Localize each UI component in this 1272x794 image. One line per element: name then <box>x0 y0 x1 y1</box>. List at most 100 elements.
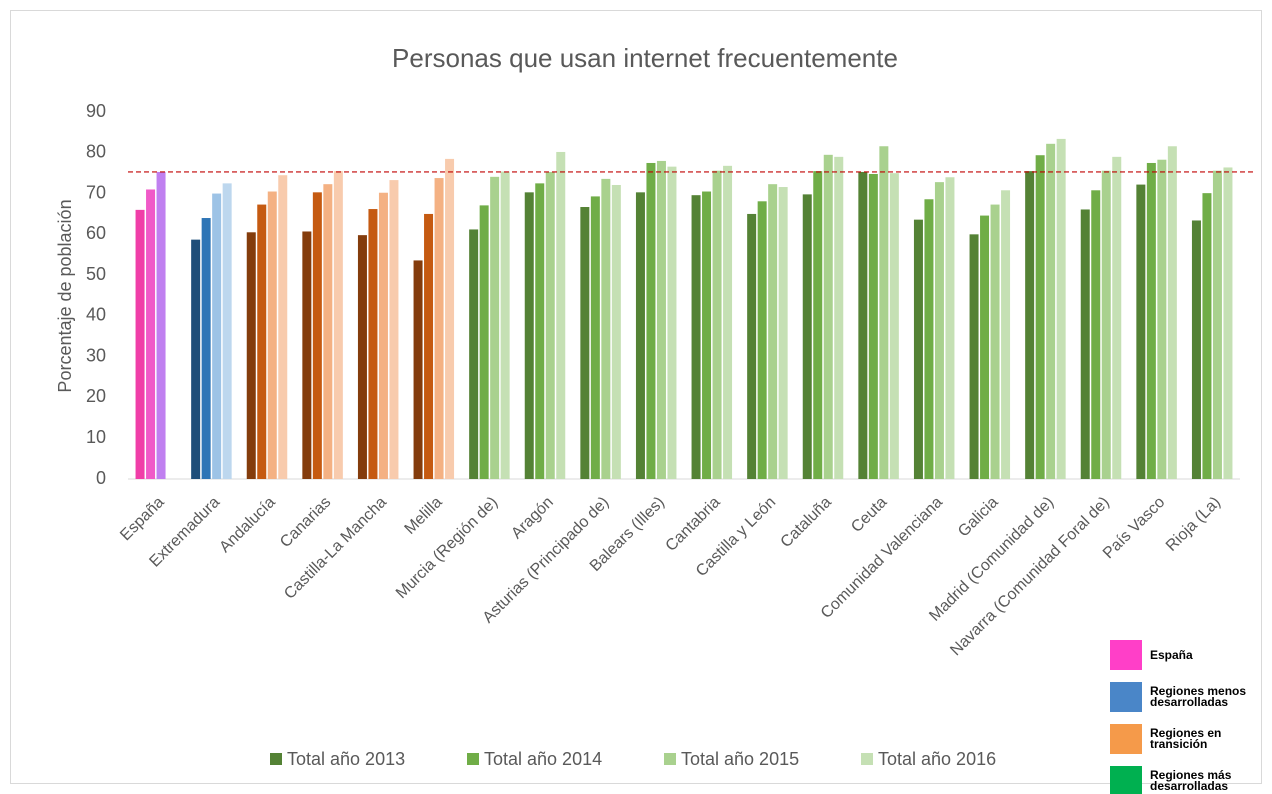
bar <box>712 170 722 479</box>
x-tick-label: Canarias <box>277 494 334 551</box>
bar <box>389 180 399 480</box>
bar <box>1146 162 1156 479</box>
y-tick-label: 20 <box>86 386 106 406</box>
group-swatch <box>1110 682 1142 712</box>
bar <box>191 239 201 479</box>
bar <box>556 151 566 479</box>
bar <box>768 184 778 479</box>
group-label: Regiones en transición <box>1150 726 1222 751</box>
bar <box>524 192 534 480</box>
legend-label: Total año 2015 <box>681 749 799 769</box>
x-tick-label: Murcia (Región de) <box>393 494 501 602</box>
bar <box>278 175 288 479</box>
bar <box>580 207 590 480</box>
bar <box>823 154 833 480</box>
bar <box>802 194 812 480</box>
bar <box>368 209 378 479</box>
bar <box>424 213 434 479</box>
y-tick-label: 60 <box>86 223 106 243</box>
bar <box>1091 190 1101 479</box>
bar <box>1025 171 1035 479</box>
group-swatch <box>1110 640 1142 670</box>
bar <box>813 171 823 479</box>
bar <box>1001 190 1011 479</box>
bar <box>590 196 600 479</box>
bar <box>691 195 701 480</box>
x-tick-label: Melilla <box>402 494 446 538</box>
bar <box>778 187 788 479</box>
x-tick-label: Rioja (La) <box>1163 494 1224 555</box>
bar <box>156 171 166 479</box>
x-tick-label: Galicia <box>955 494 1002 541</box>
legend-label: Total año 2014 <box>484 749 602 769</box>
x-tick-label: España <box>117 494 167 544</box>
legend-swatch <box>270 753 282 765</box>
bar <box>378 192 388 480</box>
bar <box>1112 156 1122 479</box>
x-tick-label: Aragón <box>508 494 557 543</box>
y-tick-label: 10 <box>86 427 106 447</box>
bar <box>413 260 423 479</box>
y-tick-label: 40 <box>86 305 106 325</box>
bar <box>535 183 545 479</box>
bar <box>490 176 500 479</box>
bar <box>135 209 145 479</box>
bar <box>924 199 934 479</box>
y-tick-label: 80 <box>86 142 106 162</box>
bar <box>257 204 267 479</box>
y-tick-label: 90 <box>86 101 106 121</box>
group-label: Regiones más desarrolladas <box>1150 768 1232 793</box>
group-swatch <box>1110 766 1142 794</box>
bar <box>1080 209 1090 479</box>
bar <box>868 173 878 479</box>
bar <box>357 235 367 479</box>
y-axis-label: Porcentaje de población <box>55 199 75 392</box>
group-legend-item: Regiones más desarrolladas <box>1110 766 1270 794</box>
group-legend-item: Regiones menos desarrolladas <box>1110 682 1270 712</box>
bar <box>747 213 757 479</box>
legend-swatch <box>861 753 873 765</box>
bar <box>1191 220 1201 480</box>
bar <box>222 183 232 479</box>
bar <box>601 178 611 479</box>
bar <box>500 171 510 479</box>
bar <box>834 156 844 479</box>
bar <box>945 177 955 479</box>
x-tick-label: Cataluña <box>778 494 835 551</box>
group-legend-item: España <box>1110 640 1270 670</box>
bar <box>1035 155 1045 480</box>
x-tick-label: Castilla-La Mancha <box>281 494 390 603</box>
bar <box>469 229 479 479</box>
bar <box>545 171 555 479</box>
bar <box>246 232 256 479</box>
bar <box>1167 146 1177 479</box>
bar <box>889 173 899 479</box>
bar <box>312 192 322 480</box>
legend-swatch <box>664 753 676 765</box>
chart-border <box>10 10 1262 784</box>
bar <box>479 205 489 479</box>
y-tick-label: 70 <box>86 182 106 202</box>
group-swatch <box>1110 724 1142 754</box>
bar <box>1223 167 1233 480</box>
bar <box>913 219 923 480</box>
bar <box>969 234 979 479</box>
bar <box>1157 159 1167 479</box>
y-tick-label: 0 <box>96 468 106 488</box>
bar <box>757 201 767 479</box>
bar <box>302 231 312 479</box>
bar <box>702 191 712 479</box>
bar <box>646 162 656 479</box>
bar <box>1101 170 1111 479</box>
group-legend-item: Regiones en transición <box>1110 724 1270 754</box>
legend-label: Total año 2013 <box>287 749 405 769</box>
bar <box>212 193 222 480</box>
bar <box>635 192 645 480</box>
legend-swatch <box>467 753 479 765</box>
bar <box>434 178 444 479</box>
bar <box>990 204 1000 479</box>
bar <box>934 182 944 480</box>
bar <box>667 166 677 480</box>
